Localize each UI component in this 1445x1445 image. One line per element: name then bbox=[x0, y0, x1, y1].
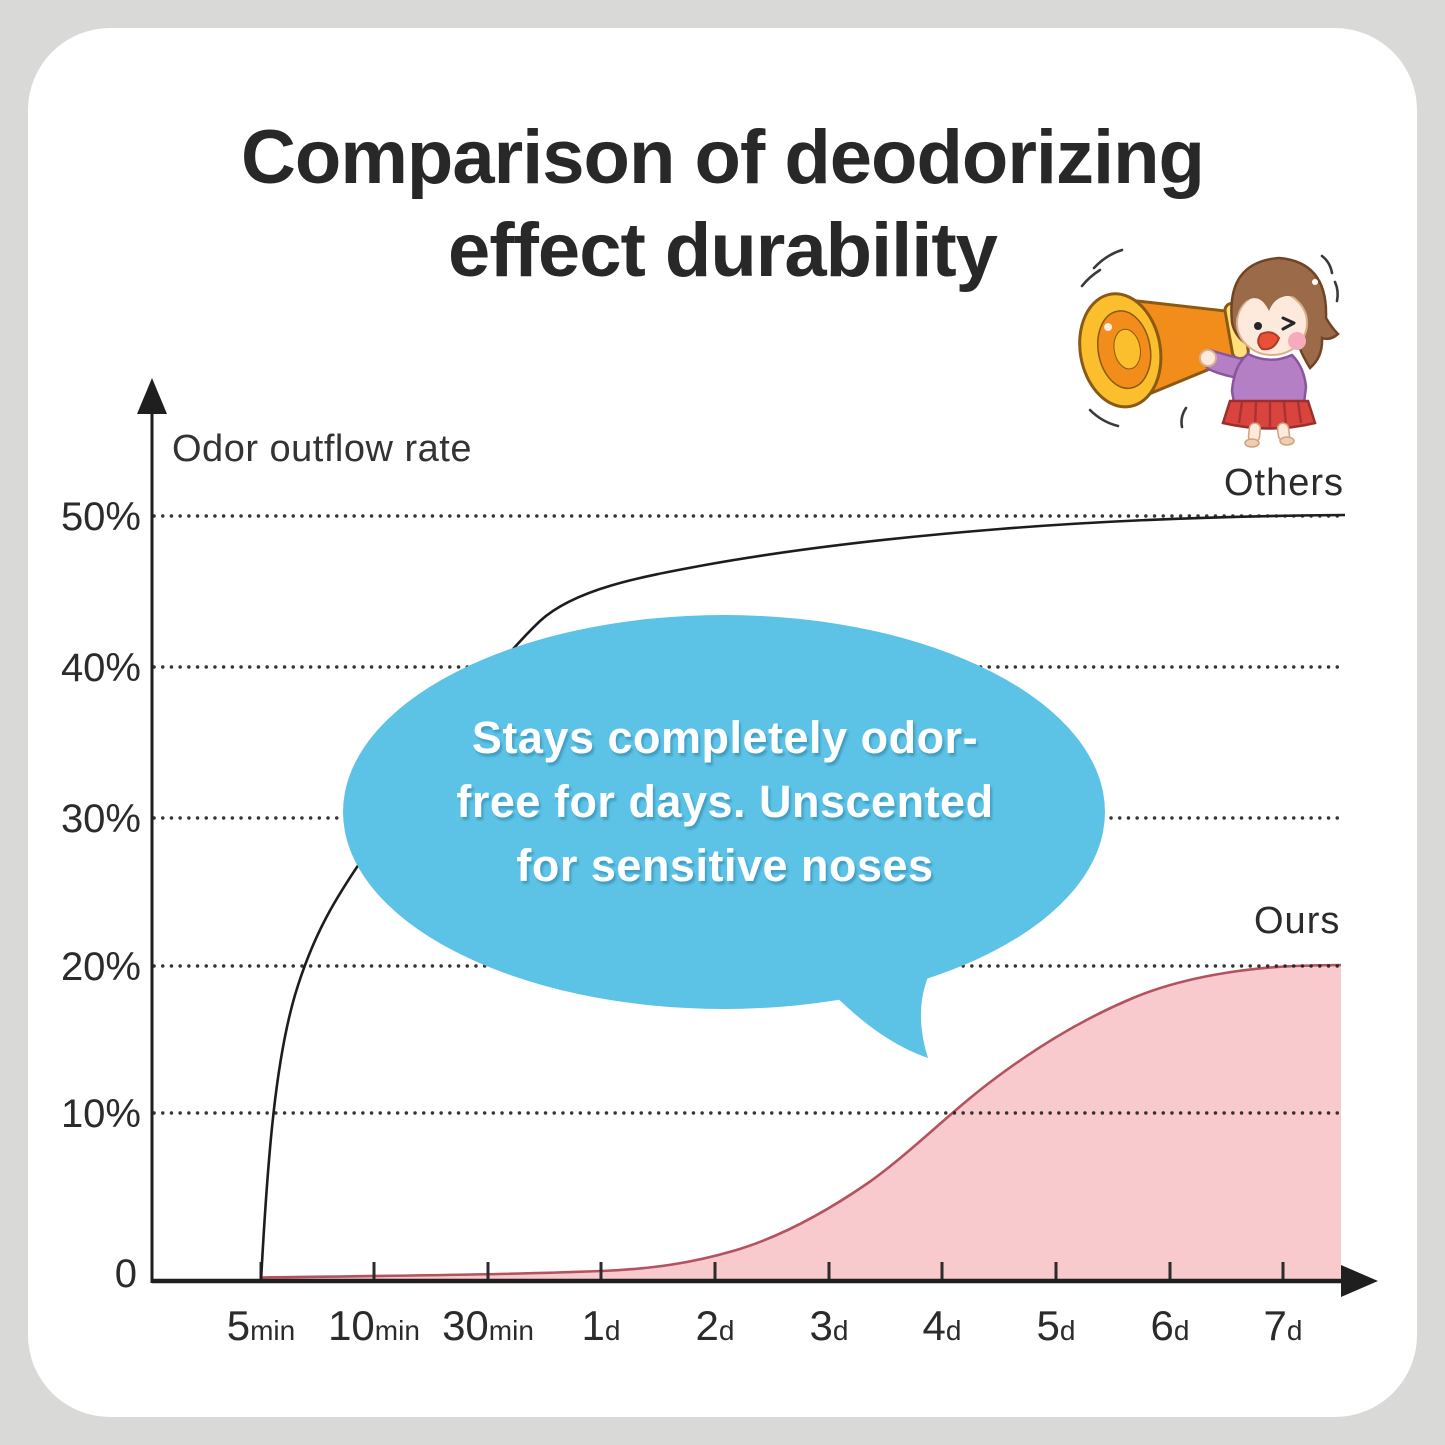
girl-icon bbox=[1199, 256, 1340, 448]
y-axis-arrow-icon bbox=[137, 378, 167, 414]
y-tick-label: 0 bbox=[115, 1252, 137, 1296]
axes bbox=[137, 378, 1378, 1297]
others-series-label: Others bbox=[1224, 462, 1345, 504]
x-tick-label: 2d bbox=[696, 1302, 735, 1349]
speech-bubble-line3: for sensitive noses bbox=[516, 840, 934, 891]
x-tick-label: 3d bbox=[810, 1302, 849, 1349]
ours-curve bbox=[260, 963, 1342, 1279]
x-tick-label: 10min bbox=[328, 1302, 420, 1349]
ours-area bbox=[261, 965, 1341, 1279]
speech-bubble-text: Stays completely odor- free for days. Un… bbox=[355, 706, 1095, 898]
y-tick-label: 20% bbox=[61, 945, 141, 989]
x-tick-label: 4d bbox=[923, 1302, 962, 1349]
others-curve bbox=[259, 513, 1346, 1282]
y-axis-title: Odor outflow rate bbox=[172, 428, 472, 470]
speech-bubble-line2: free for days. Unscented bbox=[456, 776, 994, 827]
page-title: Comparison of deodorizing effect durabil… bbox=[0, 112, 1445, 297]
x-tick-label: 5min bbox=[227, 1302, 295, 1349]
megaphone-icon bbox=[1078, 292, 1263, 409]
speech-bubble-line1: Stays completely odor- bbox=[471, 712, 979, 763]
x-tick-label: 30min bbox=[442, 1302, 534, 1349]
x-tick-label: 6d bbox=[1151, 1302, 1190, 1349]
y-tick-label: 50% bbox=[61, 495, 141, 539]
x-tick-label: 7d bbox=[1264, 1302, 1303, 1349]
y-tick-label: 30% bbox=[61, 797, 141, 841]
x-axis-ticks bbox=[259, 1262, 1285, 1281]
x-axis-arrow-icon bbox=[1341, 1265, 1378, 1297]
x-axis-labels: 5min 10min 30min 1d 2d 3d 4d 5d 6d 7d bbox=[227, 1302, 1303, 1349]
y-tick-label: 10% bbox=[61, 1092, 141, 1136]
page-title-line1: Comparison of deodorizing bbox=[241, 115, 1205, 200]
y-axis-labels: 50% 40% 30% 20% 10% 0 bbox=[61, 495, 141, 1296]
ours-series-label: Ours bbox=[1254, 900, 1341, 942]
x-tick-label: 5d bbox=[1037, 1302, 1076, 1349]
page-title-line2: effect durability bbox=[448, 207, 998, 293]
motion-lines-icon bbox=[1080, 248, 1339, 429]
speech-bubble bbox=[343, 615, 1105, 1058]
megaphone-girl-illustration bbox=[1078, 248, 1340, 448]
y-tick-label: 40% bbox=[61, 646, 141, 690]
x-tick-label: 1d bbox=[582, 1302, 621, 1349]
